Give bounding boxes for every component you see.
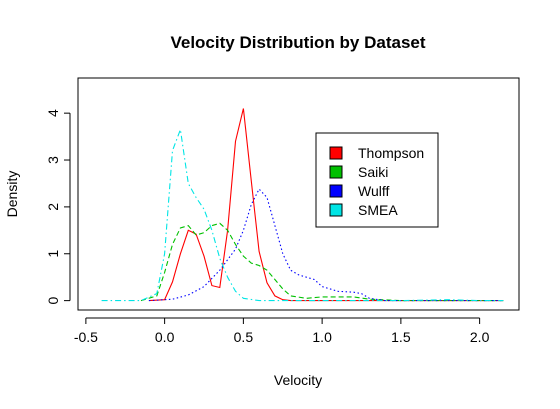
y-tick-label: 0: [45, 297, 61, 305]
chart-title: Velocity Distribution by Dataset: [170, 33, 425, 52]
y-tick-label: 1: [45, 250, 61, 258]
y-axis: 0 1 2 3 4: [45, 109, 71, 305]
x-tick-label: 0.5: [234, 329, 254, 345]
plot-area: [77, 77, 520, 311]
series-line-wulff: [148, 188, 504, 302]
x-tick-label: 0.0: [155, 329, 175, 345]
x-tick-label: 1.0: [312, 329, 332, 345]
series-line-saiki: [140, 222, 504, 302]
legend-swatch: [329, 203, 343, 217]
x-axis-label: Velocity: [274, 372, 322, 388]
legend-swatch: [329, 184, 343, 198]
x-tick-label: 2.0: [470, 329, 490, 345]
legend-label: Thompson: [358, 145, 424, 161]
x-tick-label: -0.5: [74, 329, 98, 345]
x-axis: -0.5 0.0 0.5 1.0 1.5 2.0: [74, 317, 490, 345]
legend: Thompson Saiki Wulff SMEA: [315, 132, 439, 228]
legend-label: Wulff: [358, 183, 389, 199]
legend-label: Saiki: [358, 164, 388, 180]
x-tick-label: 1.5: [391, 329, 411, 345]
y-tick-label: 2: [45, 203, 61, 211]
y-tick-label: 4: [45, 109, 61, 117]
series-group: [101, 108, 504, 302]
legend-swatch: [329, 146, 343, 160]
y-axis-label: Density: [4, 171, 20, 218]
y-tick-label: 3: [45, 156, 61, 164]
legend-label: SMEA: [358, 202, 398, 218]
series-line-thompson: [148, 108, 504, 302]
series-line-smea: [101, 129, 504, 302]
legend-swatch: [329, 165, 343, 179]
